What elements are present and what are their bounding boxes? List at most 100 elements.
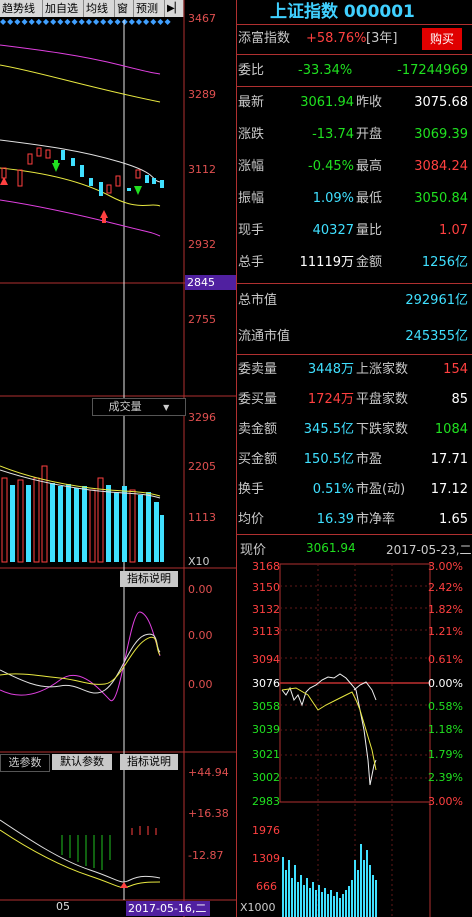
quote-row: 总手 11119万 金额 1256亿 bbox=[236, 248, 472, 278]
y-label-1: 3467 bbox=[188, 12, 216, 25]
row-label-2: 市盈 bbox=[356, 452, 383, 467]
sell-arrow-icon-2 bbox=[134, 186, 142, 195]
intraday-left-label: 3132 bbox=[252, 603, 280, 616]
macd-y-label-2: +16.38 bbox=[188, 807, 229, 820]
row-value-2: 3084.24 bbox=[414, 159, 468, 174]
row-value-1: 1724万 bbox=[307, 392, 354, 407]
row-label-2: 上涨家数 bbox=[356, 362, 409, 377]
macd-y-label-1: +44.94 bbox=[188, 766, 229, 779]
quote-row: 换手 0.51% 市盈(动) 17.12 bbox=[236, 475, 472, 505]
intraday-left-label: 3113 bbox=[252, 625, 280, 638]
buy-arrow-icon-2 bbox=[100, 210, 108, 218]
lower-band-line bbox=[0, 199, 161, 237]
row-label-1: 均价 bbox=[238, 512, 265, 527]
quote-row: 卖金额 345.5亿 下跌家数 1084 bbox=[236, 415, 472, 445]
quote-row: 委卖量 3448万 上涨家数 154 bbox=[236, 355, 472, 385]
y-label-2: 3289 bbox=[188, 88, 216, 101]
row-label-2: 金额 bbox=[356, 255, 383, 270]
row-label-2: 平盘家数 bbox=[356, 392, 409, 407]
row-label-1: 涨跌 bbox=[238, 127, 265, 142]
toolbar-forecast[interactable]: 预测 bbox=[134, 0, 165, 17]
intraday-left-label: 3002 bbox=[252, 771, 280, 784]
quote-row: 买金额 150.5亿 市盈 17.71 bbox=[236, 445, 472, 475]
x-axis-label: 05 bbox=[56, 900, 70, 913]
row-label-2: 开盘 bbox=[356, 127, 383, 142]
intraday-right-label: 0.00% bbox=[428, 677, 463, 690]
row-label-2: 昨收 bbox=[356, 95, 383, 110]
row-value-1: -0.45% bbox=[308, 159, 354, 174]
row-label-2: 量比 bbox=[356, 223, 383, 238]
tab-default-params[interactable]: 默认参数 bbox=[52, 754, 112, 770]
row-value-1: 16.39 bbox=[316, 512, 354, 527]
intraday-left-label: 3094 bbox=[252, 653, 280, 666]
weibi-label: 委比 bbox=[238, 63, 265, 78]
indicator-help-button[interactable]: 指标说明 bbox=[120, 571, 178, 587]
row-value-1: -13.74 bbox=[312, 127, 354, 142]
macd-histogram-red bbox=[131, 826, 157, 835]
row-label-1: 卖金额 bbox=[238, 422, 278, 437]
buy-button[interactable]: 购买 bbox=[422, 28, 462, 50]
intraday-left-label: 3168 bbox=[252, 560, 280, 573]
quote-title: 上证指数 000001 bbox=[270, 2, 415, 22]
tab-indicator-help[interactable]: 指标说明 bbox=[120, 754, 178, 770]
row-label-1: 委卖量 bbox=[238, 362, 278, 377]
macd-line-yellow bbox=[0, 829, 161, 889]
intraday-right-label: 1.82% bbox=[428, 603, 463, 616]
quote-row: 振幅 1.09% 最低 3050.84 bbox=[236, 184, 472, 214]
intraday-date: 2017-05-23,二 bbox=[386, 543, 472, 557]
volume-ma-line bbox=[0, 465, 161, 497]
row-label-1: 总手 bbox=[238, 255, 265, 270]
market-cap-label: 总市值 bbox=[238, 293, 278, 308]
row-label-1: 换手 bbox=[238, 482, 265, 497]
volume-bars bbox=[1, 465, 164, 563]
intraday-right-label: 0.61% bbox=[428, 653, 463, 666]
row-value-1: 40327 bbox=[312, 223, 354, 238]
weibi-pct: -33.34% bbox=[298, 63, 353, 78]
row-value-2: 1.07 bbox=[439, 223, 468, 238]
row-value-1: 0.51% bbox=[312, 482, 354, 497]
row-value-1: 345.5亿 bbox=[303, 422, 354, 437]
vol-y-label-2: 2205 bbox=[188, 460, 216, 473]
intraday-right-label: 3.00% bbox=[428, 560, 463, 573]
toolbar: 趋势线 加自选 均线 窗 预测 ▶▏ bbox=[0, 0, 184, 17]
toolbar-trendline[interactable]: 趋势线 bbox=[0, 0, 43, 17]
ind-y-label-3: 0.00 bbox=[188, 678, 213, 691]
macd-y-label-3: -12.87 bbox=[188, 849, 224, 862]
row-label-2: 市净率 bbox=[356, 512, 396, 527]
intraday-right-label: 2.42% bbox=[428, 581, 463, 594]
intraday-left-label: 3150 bbox=[252, 581, 280, 594]
vol-y-label-unit: X10 bbox=[188, 555, 210, 568]
row-label-1: 最新 bbox=[238, 95, 265, 110]
row-value-2: 1256亿 bbox=[421, 255, 468, 270]
weibi-value: -17244969 bbox=[397, 63, 468, 78]
upper-band-line bbox=[0, 44, 161, 75]
row-label-2: 最低 bbox=[356, 191, 383, 206]
intraday-right-label: 1.21% bbox=[428, 625, 463, 638]
toolbar-add-watchlist[interactable]: 加自选 bbox=[43, 0, 84, 17]
toolbar-ma[interactable]: 均线 bbox=[84, 0, 115, 17]
vol-y-label-1: 3296 bbox=[188, 411, 216, 424]
row-value-1: 150.5亿 bbox=[303, 452, 354, 467]
row-value-2: 3075.68 bbox=[414, 95, 468, 110]
intraday-right-label: 2.39% bbox=[428, 771, 463, 784]
indicator-line-magenta bbox=[0, 611, 161, 701]
vol-y-label-3: 1113 bbox=[188, 511, 216, 524]
indicator-line-yellow bbox=[0, 636, 161, 685]
tab-select-params[interactable]: 选参数 bbox=[0, 754, 50, 772]
intraday-left-label: 3021 bbox=[252, 748, 280, 761]
volume-title-dropdown[interactable]: 成交量 ▼ bbox=[92, 398, 186, 416]
ind-y-label-1: 0.00 bbox=[188, 583, 213, 596]
row-value-2: 1084 bbox=[434, 422, 468, 437]
intraday-vol-label-1: 1976 bbox=[252, 824, 280, 837]
row-value-2: 17.12 bbox=[430, 482, 468, 497]
quote-row: 涨幅 -0.45% 最高 3084.24 bbox=[236, 152, 472, 182]
current-price-tag: 2845 bbox=[185, 275, 237, 290]
intraday-vol-unit: X1000 bbox=[240, 901, 276, 914]
mid-band-line bbox=[0, 139, 161, 183]
toolbar-window[interactable]: 窗 bbox=[115, 0, 134, 17]
row-value-1: 11119万 bbox=[299, 255, 354, 270]
macd-line-white bbox=[0, 819, 161, 883]
intraday-price-value: 3061.94 bbox=[306, 541, 356, 555]
tianfu-row: 添富指数 +58.76% [3年] bbox=[236, 24, 472, 54]
row-value-2: 154 bbox=[443, 362, 468, 377]
